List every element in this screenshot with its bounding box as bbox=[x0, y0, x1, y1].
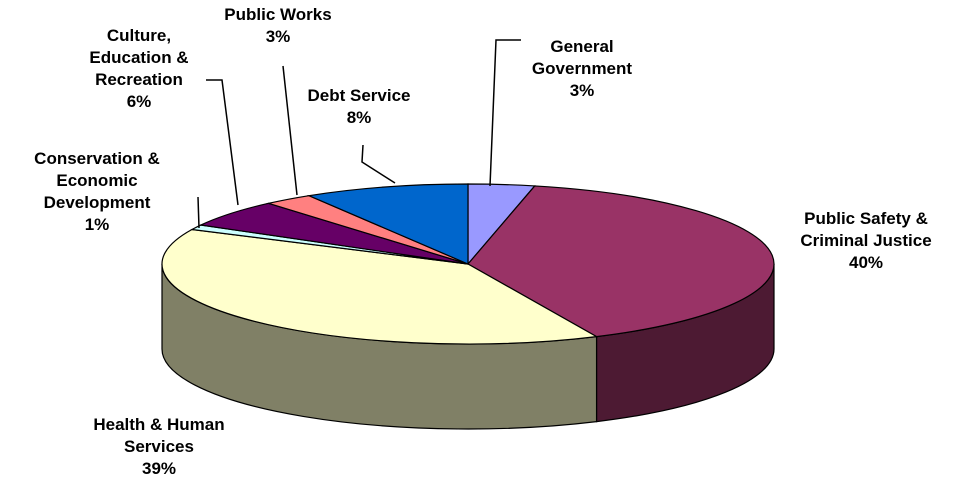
slice-name: Development bbox=[44, 193, 151, 212]
slice-label: General Government 3% bbox=[532, 37, 632, 100]
pie-top bbox=[161, 183, 775, 345]
pie-slice bbox=[306, 183, 469, 265]
leader-line bbox=[206, 79, 239, 206]
slice-label: Health & Human Services 39% bbox=[93, 415, 224, 478]
slice-name: Public Works bbox=[224, 5, 331, 24]
leader-line bbox=[489, 39, 521, 187]
slice-name: Conservation & bbox=[34, 149, 160, 168]
slice-name: Criminal Justice bbox=[800, 231, 931, 250]
slice-label: Public Safety & Criminal Justice 40% bbox=[800, 209, 931, 272]
slice-name: Debt Service bbox=[308, 86, 411, 105]
slice-name: Economic bbox=[56, 171, 137, 190]
slice-name: Services bbox=[124, 437, 194, 456]
slice-name: Culture, bbox=[107, 26, 171, 45]
slice-label: Conservation & Economic Development 1% bbox=[34, 149, 160, 234]
slice-percent: 40% bbox=[849, 253, 883, 272]
leader-line bbox=[197, 196, 200, 229]
slice-name: Government bbox=[532, 59, 632, 78]
leader-lines bbox=[197, 39, 521, 229]
slice-label: Public Works 3% bbox=[224, 5, 331, 46]
slice-percent: 3% bbox=[266, 27, 291, 46]
slice-name: Recreation bbox=[95, 70, 183, 89]
pie-slice bbox=[161, 228, 599, 345]
leader-line bbox=[282, 65, 298, 196]
slice-label: Debt Service 8% bbox=[308, 86, 411, 127]
slice-percent: 1% bbox=[85, 215, 110, 234]
slice-name: Health & Human bbox=[93, 415, 224, 434]
slice-name: Public Safety & bbox=[804, 209, 928, 228]
slice-name: General bbox=[550, 37, 613, 56]
slice-percent: 39% bbox=[142, 459, 176, 478]
slice-name: Education & bbox=[89, 48, 188, 67]
slice-percent: 3% bbox=[570, 81, 595, 100]
pie-slice bbox=[467, 185, 775, 338]
slice-label: Culture, Education & Recreation 6% bbox=[89, 26, 188, 111]
leader-line bbox=[361, 144, 396, 184]
slice-percent: 8% bbox=[347, 108, 372, 127]
slice-percent: 6% bbox=[127, 92, 152, 111]
slice-labels: General Government 3% Public Safety & Crimin… bbox=[34, 5, 931, 478]
